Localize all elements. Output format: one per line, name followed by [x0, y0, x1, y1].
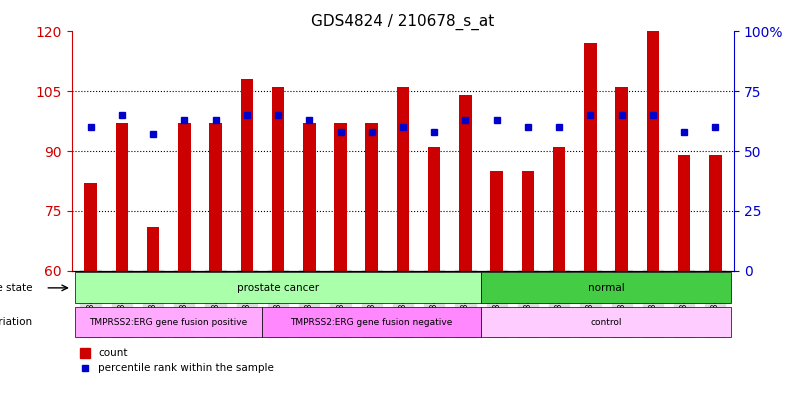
Bar	[178, 123, 191, 271]
Bar	[397, 87, 409, 271]
Bar	[646, 31, 659, 271]
Bar	[615, 87, 628, 271]
Bar	[491, 171, 503, 271]
FancyBboxPatch shape	[75, 272, 481, 303]
Bar	[240, 79, 253, 271]
FancyBboxPatch shape	[75, 307, 263, 338]
FancyBboxPatch shape	[481, 307, 731, 338]
Bar	[272, 87, 284, 271]
Bar	[303, 123, 315, 271]
Bar	[709, 155, 721, 271]
Bar	[85, 183, 97, 271]
Text: TMPRSS2:ERG gene fusion positive: TMPRSS2:ERG gene fusion positive	[89, 318, 248, 327]
Text: prostate cancer: prostate cancer	[237, 283, 319, 293]
Bar	[209, 123, 222, 271]
Bar	[365, 123, 378, 271]
Text: normal: normal	[587, 283, 625, 293]
FancyBboxPatch shape	[481, 272, 731, 303]
Bar	[553, 147, 566, 271]
Bar	[147, 227, 160, 271]
Title: GDS4824 / 210678_s_at: GDS4824 / 210678_s_at	[311, 14, 495, 30]
Text: TMPRSS2:ERG gene fusion negative: TMPRSS2:ERG gene fusion negative	[290, 318, 453, 327]
Bar	[428, 147, 440, 271]
Text: disease state: disease state	[0, 283, 32, 293]
Text: genotype/variation: genotype/variation	[0, 317, 32, 327]
FancyBboxPatch shape	[263, 307, 481, 338]
Bar	[678, 155, 690, 271]
Text: count: count	[98, 348, 128, 358]
Bar	[116, 123, 128, 271]
Text: percentile rank within the sample: percentile rank within the sample	[98, 363, 275, 373]
Bar	[584, 43, 597, 271]
Bar	[459, 95, 472, 271]
Text: control: control	[591, 318, 622, 327]
Bar	[522, 171, 534, 271]
Bar	[334, 123, 347, 271]
